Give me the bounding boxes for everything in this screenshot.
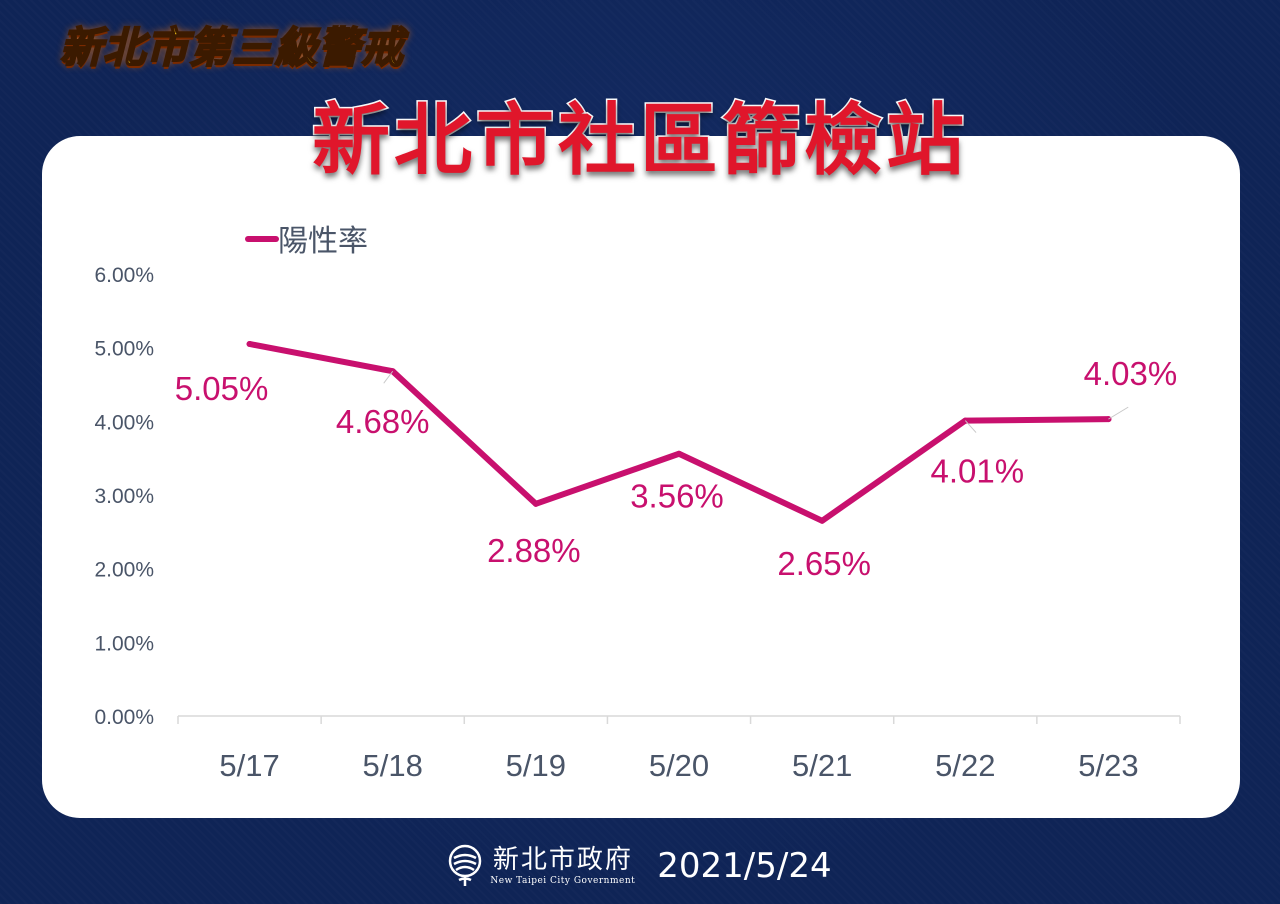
org-name: 新北市政府 — [492, 845, 633, 875]
x-tick-label: 5/22 — [935, 748, 995, 783]
x-tick-label: 5/23 — [1078, 748, 1138, 783]
data-label: 5.05% — [175, 370, 269, 407]
data-label: 4.03% — [1084, 355, 1178, 392]
y-tick-label: 2.00% — [94, 559, 154, 582]
data-label: 4.01% — [930, 453, 1024, 490]
data-label-leader — [1108, 406, 1129, 420]
x-tick-label: 5/18 — [363, 748, 423, 783]
data-label-leader — [964, 420, 977, 433]
publish-date: 2021/5/24 — [657, 846, 832, 886]
y-tick-label: 6.00% — [94, 264, 154, 287]
y-tick-label: 1.00% — [94, 632, 154, 655]
y-tick-label: 3.00% — [94, 485, 154, 508]
x-tick-label: 5/20 — [649, 748, 709, 783]
page-title: 新北市社區篩檢站 — [310, 95, 968, 188]
data-label: 3.56% — [630, 478, 724, 515]
x-tick-label: 5/17 — [219, 748, 279, 783]
chart-card — [42, 136, 1240, 818]
x-tick-label: 5/19 — [506, 748, 566, 783]
y-tick-label: 4.00% — [94, 411, 154, 434]
data-point — [819, 517, 826, 524]
x-tick-label: 5/21 — [792, 748, 852, 783]
city-emblem-icon — [449, 844, 482, 886]
data-point — [532, 500, 539, 507]
data-label: 2.88% — [487, 532, 581, 569]
city-government-logo: 新北市政府 New Taipei City Government — [448, 844, 635, 888]
alert-level-kicker: 新北市第三級警戒 — [59, 22, 405, 73]
y-tick-label: 5.00% — [94, 338, 154, 361]
y-tick-label: 0.00% — [94, 706, 154, 729]
data-label: 4.68% — [336, 403, 430, 440]
footer: 新北市政府 New Taipei City Government 2021/5/… — [0, 838, 1280, 894]
data-label: 2.65% — [777, 545, 871, 582]
data-point — [246, 340, 253, 347]
org-name-en: New Taipei City Government — [490, 876, 636, 886]
data-point — [676, 450, 682, 457]
legend-label: 陽性率 — [278, 224, 368, 259]
data-label-leader — [383, 370, 394, 384]
